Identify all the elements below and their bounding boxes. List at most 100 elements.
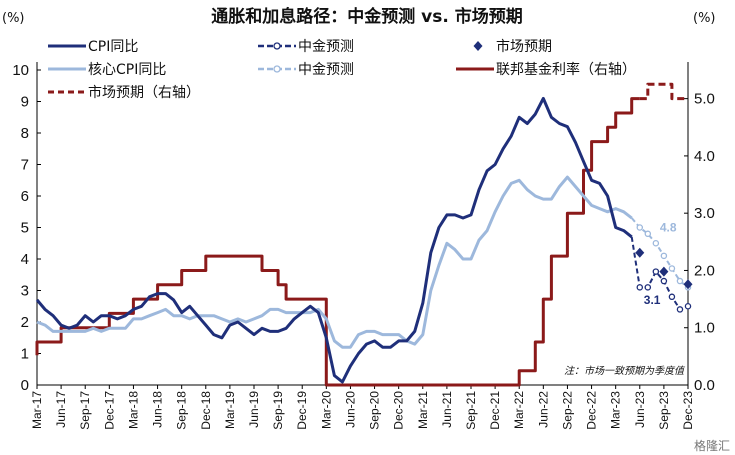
forecast-point — [684, 302, 692, 310]
x-tick-label: Jun-20 — [343, 391, 357, 428]
x-tick-label: Mar-19 — [223, 391, 237, 429]
legend-item: 市场预期（右轴） — [48, 84, 200, 101]
x-tick-label: Sep-21 — [464, 391, 478, 430]
right-tick-label: 4.0 — [694, 148, 715, 165]
legend-label: 中金预测 — [298, 39, 354, 55]
x-tick-label: Mar-20 — [319, 391, 333, 429]
x-tick-label: Sep-17 — [78, 391, 92, 430]
left-tick-label: 9 — [21, 94, 29, 111]
x-tick-label: Jun-21 — [440, 391, 454, 428]
series-0 — [35, 96, 633, 384]
x-tick-label: Sep-22 — [560, 391, 574, 430]
x-tick-label: Dec-20 — [392, 391, 406, 430]
legend-marker — [273, 42, 281, 50]
x-tick-label: Mar-22 — [512, 391, 526, 429]
x-tick-label: Sep-23 — [657, 391, 671, 430]
market-forecast-point — [683, 279, 693, 290]
forecast-point — [652, 239, 660, 247]
legend-item: 中金预测 — [258, 39, 354, 55]
x-tick-label: Dec-18 — [199, 391, 213, 430]
left-axis-unit: (%) — [2, 11, 25, 26]
chart-title: 通胀和加息路径：中金预测 vs. 市场预期 — [211, 6, 523, 27]
left-tick-label: 10 — [12, 62, 29, 79]
right-tick-label: 5.0 — [694, 91, 715, 108]
forecast-point — [636, 224, 644, 231]
forecast-point — [652, 268, 660, 275]
annotations: 4.8 3.1 — [644, 221, 677, 307]
forecast-point — [636, 284, 644, 291]
forecast-point — [644, 230, 652, 238]
forecast-point — [668, 265, 676, 272]
legend-label: CPI同比 — [88, 39, 138, 55]
right-tick-label: 2.0 — [694, 262, 715, 279]
x-tick-label: Jun-19 — [247, 391, 261, 428]
series-2 — [635, 247, 693, 290]
x-tick-label: Jun-22 — [536, 391, 550, 428]
forecast-point — [668, 293, 676, 301]
series-5 — [35, 97, 640, 387]
series-3 — [36, 175, 633, 349]
left-tick-label: 2 — [21, 314, 29, 331]
forecast-point — [676, 306, 684, 313]
x-tick-label: Mar-17 — [30, 391, 44, 429]
series-6 — [639, 82, 688, 101]
left-tick-label: 0 — [21, 377, 29, 394]
series-line — [35, 97, 640, 387]
market-forecast-point — [659, 266, 669, 277]
series-layer — [35, 82, 693, 387]
x-tick-label: Dec-22 — [585, 391, 599, 430]
series-line — [630, 217, 689, 289]
right-tick-label: 3.0 — [694, 205, 715, 222]
annotation-label: 4.8 — [660, 221, 677, 235]
forecast-point — [660, 277, 668, 285]
x-tick-label: Dec-19 — [295, 391, 309, 430]
legend-item: 核心CPI同比 — [48, 62, 166, 78]
legend-item: 市场预期 — [473, 38, 552, 55]
legend-label: 联邦基金利率（右轴） — [496, 61, 636, 78]
series-line — [36, 175, 633, 349]
forecast-point — [660, 252, 668, 260]
left-tick-label: 6 — [21, 188, 29, 205]
x-tick-label: Jun-23 — [633, 391, 647, 428]
market-forecast-point — [635, 247, 645, 258]
right-axis-unit: (%) — [693, 11, 716, 26]
right-tick-label: 0.0 — [694, 377, 715, 394]
legend-item: 中金预测 — [258, 62, 354, 78]
left-tick-label: 5 — [21, 220, 29, 237]
legend-label: 核心CPI同比 — [88, 62, 166, 78]
legend-label: 市场预期 — [496, 38, 552, 55]
legend-item: CPI同比 — [48, 39, 138, 55]
legend-label: 中金预测 — [298, 62, 354, 78]
x-tick-label: Dec-23 — [681, 391, 695, 430]
forecast-point — [676, 277, 684, 285]
series-1 — [630, 236, 692, 313]
x-tick-label: Jun-18 — [151, 391, 165, 428]
x-tick-label: Mar-23 — [609, 391, 623, 429]
legend-label: 市场预期（右轴） — [88, 84, 200, 101]
forecast-point — [644, 284, 652, 291]
series-line — [639, 82, 688, 101]
legend-swatch — [473, 41, 483, 51]
x-tick-label: Sep-20 — [368, 391, 382, 430]
left-tick-label: 1 — [21, 346, 29, 363]
x-tick-label: Dec-17 — [102, 391, 116, 430]
left-tick-label: 3 — [21, 283, 29, 300]
left-tick-label: 4 — [21, 251, 29, 268]
legend-marker — [273, 65, 281, 73]
chart-note: 注：市场一致预期为季度值 — [564, 365, 686, 377]
x-tick-label: Sep-19 — [271, 391, 285, 430]
right-tick-label: 1.0 — [694, 320, 715, 337]
x-tick-label: Mar-21 — [416, 391, 430, 429]
watermark: 格隆汇 — [694, 438, 730, 453]
annotation-label: 3.1 — [644, 293, 661, 307]
series-line — [35, 96, 633, 384]
left-tick-label: 7 — [21, 157, 29, 174]
x-tick-label: Dec-21 — [488, 391, 502, 430]
left-tick-label: 8 — [21, 125, 29, 142]
legend-item: 联邦基金利率（右轴） — [456, 61, 636, 78]
x-tick-label: Mar-18 — [126, 391, 140, 429]
x-tick-label: Jun-17 — [54, 391, 68, 428]
x-tick-label: Sep-18 — [175, 391, 189, 430]
